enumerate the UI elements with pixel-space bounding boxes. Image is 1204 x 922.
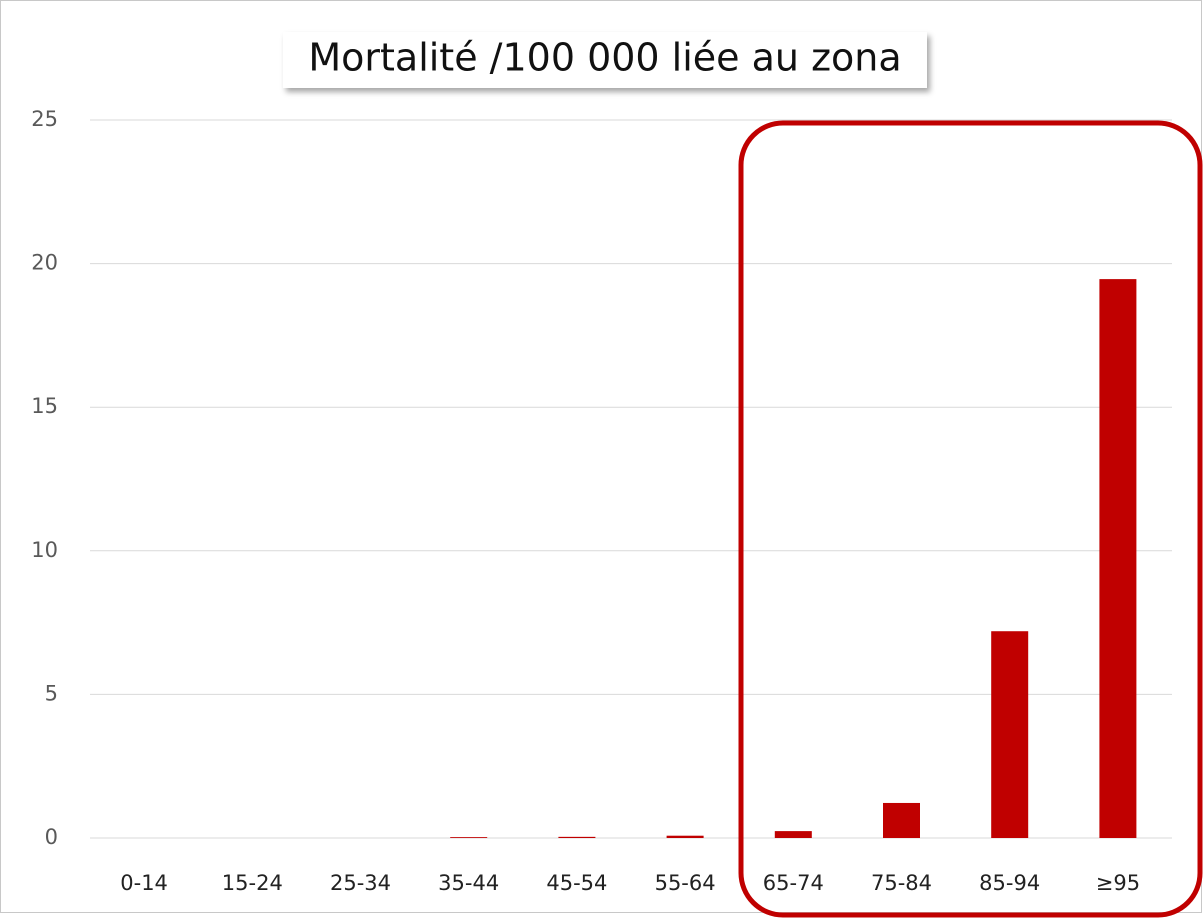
x-tick-label: 15-24 [222, 871, 283, 895]
x-tick-label: 0-14 [120, 871, 168, 895]
bar [991, 631, 1029, 838]
x-tick-label: 25-34 [330, 871, 391, 895]
bar [450, 837, 488, 838]
title-box [283, 32, 927, 88]
y-tick-label: 25 [31, 107, 58, 131]
y-tick-label: 5 [45, 681, 58, 705]
x-tick-label: 85-94 [979, 871, 1040, 895]
highlight-box [738, 120, 1203, 918]
bar [774, 831, 812, 838]
bar [558, 836, 596, 838]
x-tick-label: 45-54 [546, 871, 607, 895]
x-tick-label: 65-74 [763, 871, 824, 895]
chart-title: Mortalité /100 000 liée au zona [308, 36, 901, 80]
bar [883, 802, 920, 838]
x-tick-label: ≥95 [1096, 871, 1140, 895]
plot-area: 0 5 10 15 20 25 0-14 15-24 25-34 35-44 45-54 55-64 6… [31, 107, 1172, 895]
y-tick-label: 20 [31, 251, 58, 275]
x-tick-label: 55-64 [655, 871, 716, 895]
y-tick-label: 10 [31, 538, 58, 562]
y-tick-label: 15 [31, 394, 58, 418]
x-tick-label: 75-84 [871, 871, 932, 895]
bar [1099, 279, 1137, 839]
bar [666, 835, 704, 838]
y-tick-label: 0 [45, 825, 58, 849]
x-tick-label: 35-44 [438, 871, 499, 895]
